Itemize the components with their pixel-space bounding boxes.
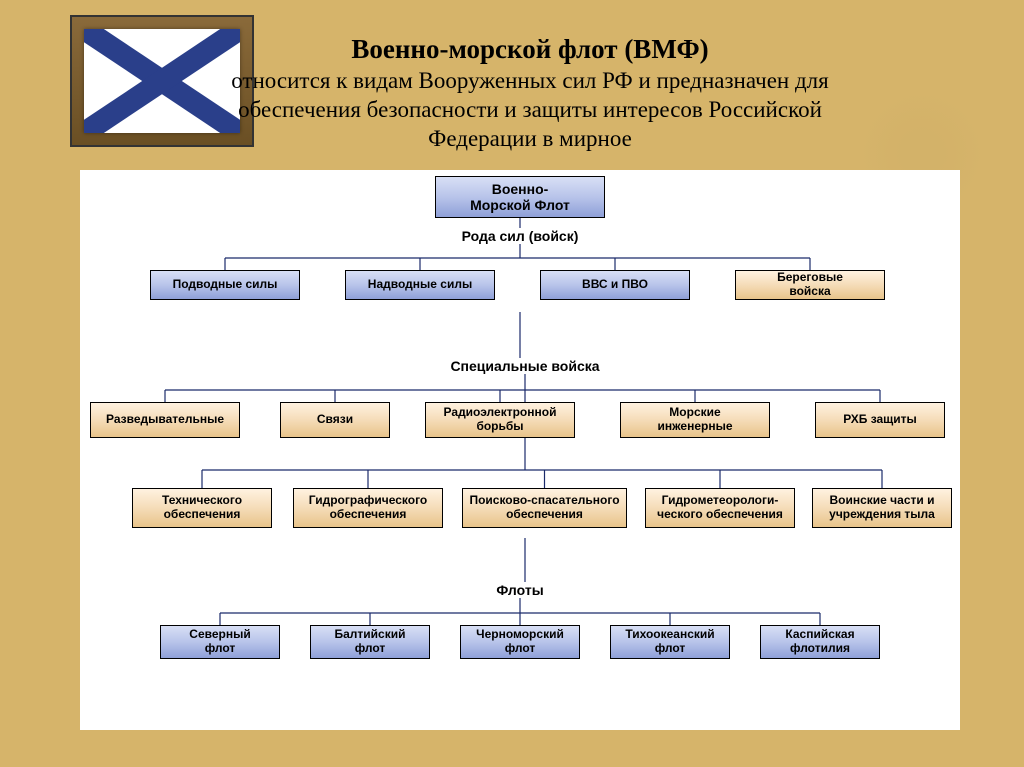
org-node: Поисково-спасательного обеспечения (462, 488, 627, 528)
section-label: Специальные войска (435, 358, 615, 374)
org-node: Черноморский флот (460, 625, 580, 659)
section-label: Флоты (490, 582, 550, 598)
org-node: Тихоокеанский флот (610, 625, 730, 659)
flag-frame (70, 15, 254, 147)
page-title: Военно-морской флот (ВМФ) (230, 34, 830, 65)
org-node: Подводные силы (150, 270, 300, 300)
section-label: Рода сил (войск) (450, 228, 590, 244)
org-node: Воинские части и учреждения тыла (812, 488, 952, 528)
org-node: Северный флот (160, 625, 280, 659)
org-node: ВВС и ПВО (540, 270, 690, 300)
heading-block: Военно-морской флот (ВМФ) относится к ви… (230, 34, 830, 153)
page-description: относится к видам Вооруженных сил РФ и п… (230, 67, 830, 153)
org-node: Радиоэлектронной борьбы (425, 402, 575, 438)
org-node: Береговые войска (735, 270, 885, 300)
org-node: Технического обеспечения (132, 488, 272, 528)
org-node: Каспийская флотилия (760, 625, 880, 659)
org-node: Гидрографического обеспечения (293, 488, 443, 528)
org-node: Связи (280, 402, 390, 438)
org-node: РХБ защиты (815, 402, 945, 438)
org-node: Гидрометеорологи- ческого обеспечения (645, 488, 795, 528)
st-andrew-flag (84, 29, 240, 133)
slide-page: Военно-морской флот (ВМФ) относится к ви… (0, 0, 1024, 767)
org-node: Морские инженерные (620, 402, 770, 438)
org-node: Балтийский флот (310, 625, 430, 659)
org-node: Разведывательные (90, 402, 240, 438)
org-chart: Военно- Морской Флот Рода сил (войск) Спец… (80, 170, 960, 730)
org-node: Военно- Морской Флот (435, 176, 605, 218)
org-node: Надводные силы (345, 270, 495, 300)
